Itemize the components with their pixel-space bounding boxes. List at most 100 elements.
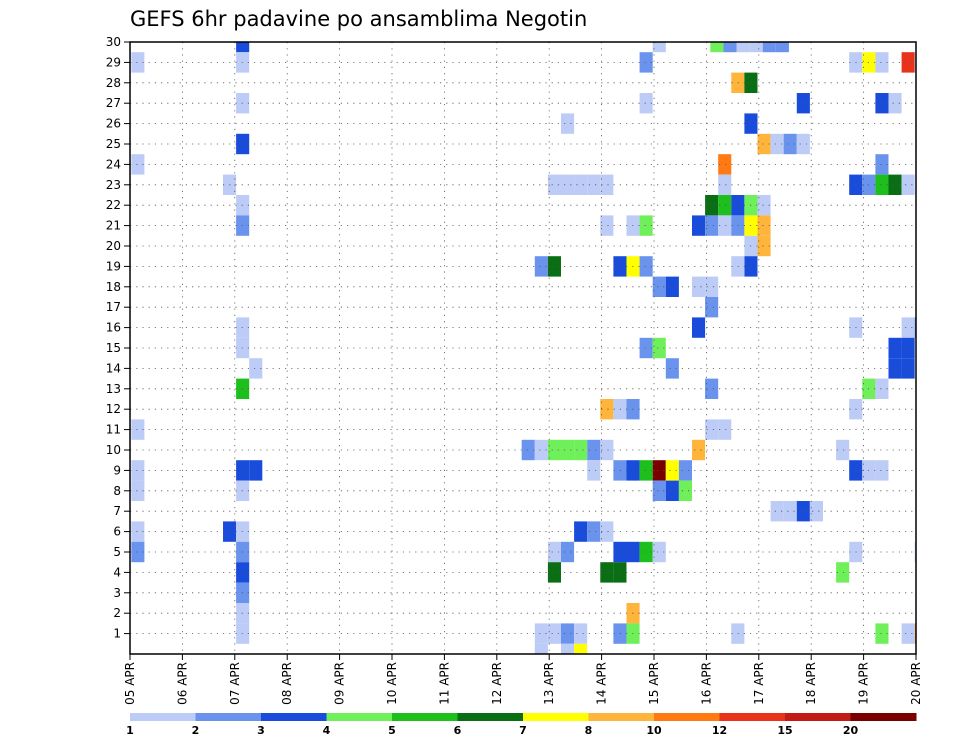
heatmap-cell xyxy=(131,460,145,481)
heatmap-cell xyxy=(534,439,548,461)
heatmap-cell xyxy=(678,460,692,481)
heatmap-cell xyxy=(574,521,588,542)
heatmap-cell xyxy=(901,358,915,379)
colorbar-swatch xyxy=(392,713,458,721)
heatmap-cell xyxy=(665,276,679,297)
heatmap-cell xyxy=(875,93,889,114)
x-axis: 05 APR 06 APR 07 APR 08 APR 09 APR 10 APR 11 A… xyxy=(123,654,923,705)
heatmap-cell xyxy=(809,501,823,522)
heatmap-cell xyxy=(652,541,666,563)
x-tick-label: 15 APR xyxy=(647,662,661,705)
heatmap-cell xyxy=(783,501,797,522)
y-tick-label: 22 xyxy=(106,198,121,212)
colorbar-label: 4 xyxy=(323,724,331,737)
heatmap-cell xyxy=(547,541,561,563)
colorbar-label: 5 xyxy=(388,724,396,737)
heatmap-cell xyxy=(560,439,575,461)
colorbar-swatch xyxy=(719,713,786,721)
heatmap-cell xyxy=(639,337,653,359)
heatmap-cell xyxy=(770,501,784,522)
heatmap-cell xyxy=(587,521,601,542)
heatmap-cell xyxy=(762,42,776,53)
colorbar-swatch xyxy=(523,713,589,721)
heatmap-cell xyxy=(757,195,771,216)
y-tick-label: 16 xyxy=(106,321,121,335)
heatmap-cell xyxy=(600,562,614,583)
heatmap-cell xyxy=(652,276,666,297)
heatmap-cell xyxy=(574,643,588,654)
heatmap-cell xyxy=(710,42,724,53)
heatmap-cell xyxy=(691,276,706,297)
heatmap-cell xyxy=(652,460,666,481)
y-tick-label: 28 xyxy=(106,76,121,90)
heatmap-cell xyxy=(770,133,784,155)
heatmap-cell xyxy=(665,460,679,481)
colorbar-label: 15 xyxy=(777,724,792,737)
heatmap-cell xyxy=(836,439,850,461)
y-tick-label: 19 xyxy=(106,259,121,273)
colorbar-swatch xyxy=(785,713,851,721)
heatmap-cell xyxy=(600,521,614,542)
y-tick-label: 12 xyxy=(106,402,121,416)
heatmap-cell xyxy=(888,174,902,195)
heatmap-cell xyxy=(639,256,653,277)
heatmap-cell xyxy=(757,215,771,236)
y-tick-label: 13 xyxy=(106,382,121,396)
heatmap-cell xyxy=(757,235,771,257)
heatmap-cell xyxy=(639,93,653,114)
heatmap-cell xyxy=(718,154,732,175)
heatmap-cell xyxy=(560,643,575,654)
heatmap-cell xyxy=(718,174,732,195)
heatmap-cell xyxy=(796,501,810,522)
y-tick-label: 7 xyxy=(113,504,121,518)
heatmap-cell xyxy=(131,541,145,563)
heatmap-cell xyxy=(705,276,719,297)
heatmap-cell xyxy=(521,439,535,461)
colorbar-label: 6 xyxy=(454,724,462,737)
x-tick-label: 13 APR xyxy=(542,662,556,705)
heatmap-cell xyxy=(547,623,561,644)
heatmap-cell xyxy=(587,460,601,481)
heatmap-cell xyxy=(718,419,732,440)
y-tick-label: 30 xyxy=(106,35,121,49)
heatmap-cell xyxy=(131,52,145,73)
heatmap-cell xyxy=(901,317,915,338)
heatmap-cell xyxy=(639,460,653,481)
heatmap-cell xyxy=(705,195,719,216)
heatmap-cell xyxy=(691,215,706,236)
colorbar-swatch xyxy=(588,713,655,721)
colorbar-label: 10 xyxy=(646,724,662,737)
colorbar-label: 7 xyxy=(519,724,527,737)
heatmap-cell xyxy=(652,42,666,53)
x-tick-label: 06 APR xyxy=(175,662,189,705)
y-tick-label: 1 xyxy=(113,627,121,641)
y-tick-label: 29 xyxy=(106,55,121,69)
x-tick-label: 05 APR xyxy=(123,662,137,705)
heatmap-cell xyxy=(534,643,548,654)
heatmap-cell xyxy=(783,133,797,155)
heatmap-cell xyxy=(901,52,915,73)
x-tick-label: 16 APR xyxy=(699,662,713,705)
heatmap-cell xyxy=(600,439,614,461)
heatmap-cell xyxy=(534,623,548,644)
heatmap-cell xyxy=(901,337,915,359)
y-tick-label: 10 xyxy=(106,443,121,457)
y-tick-label: 11 xyxy=(106,423,121,437)
heatmap-cell xyxy=(875,623,889,644)
colorbar-label: 3 xyxy=(257,724,265,737)
y-tick-label: 26 xyxy=(106,117,121,131)
heatmap-cell xyxy=(718,215,732,236)
y-tick-label: 18 xyxy=(106,280,121,294)
heatmap-cell xyxy=(547,256,561,277)
heatmap-cell xyxy=(600,215,614,236)
heatmap-cell xyxy=(560,174,575,195)
x-tick-label: 19 APR xyxy=(857,662,871,705)
x-tick-label: 20 APR xyxy=(909,662,923,705)
heatmap-cell xyxy=(639,215,653,236)
heatmap-cell xyxy=(875,378,889,399)
heatmap-cell xyxy=(736,42,750,53)
x-tick-label: 18 APR xyxy=(804,662,818,705)
heatmap-cell xyxy=(875,154,889,175)
colorbar-swatch xyxy=(195,713,262,721)
x-tick-label: 08 APR xyxy=(280,662,294,705)
